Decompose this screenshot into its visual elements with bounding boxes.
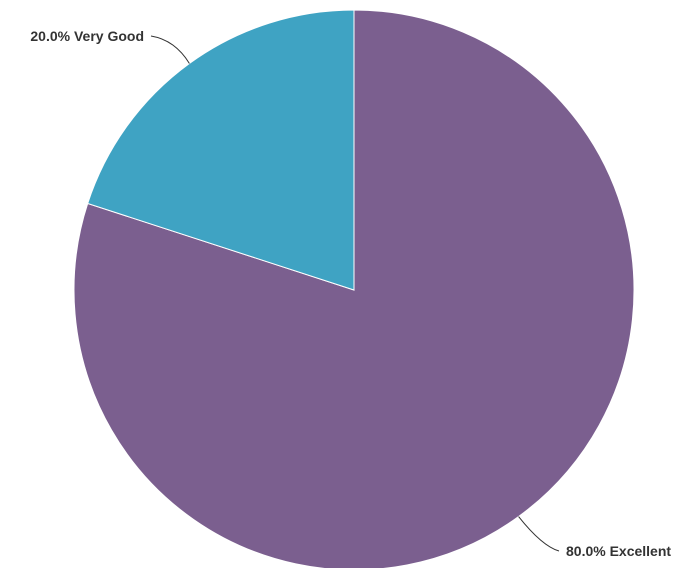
slice-label-excellent: 80.0% Excellent [566,543,671,559]
slice-label-very-good: 20.0% Very Good [30,28,144,44]
leader-line-excellent [518,516,560,552]
leader-line-very-good [150,35,190,64]
